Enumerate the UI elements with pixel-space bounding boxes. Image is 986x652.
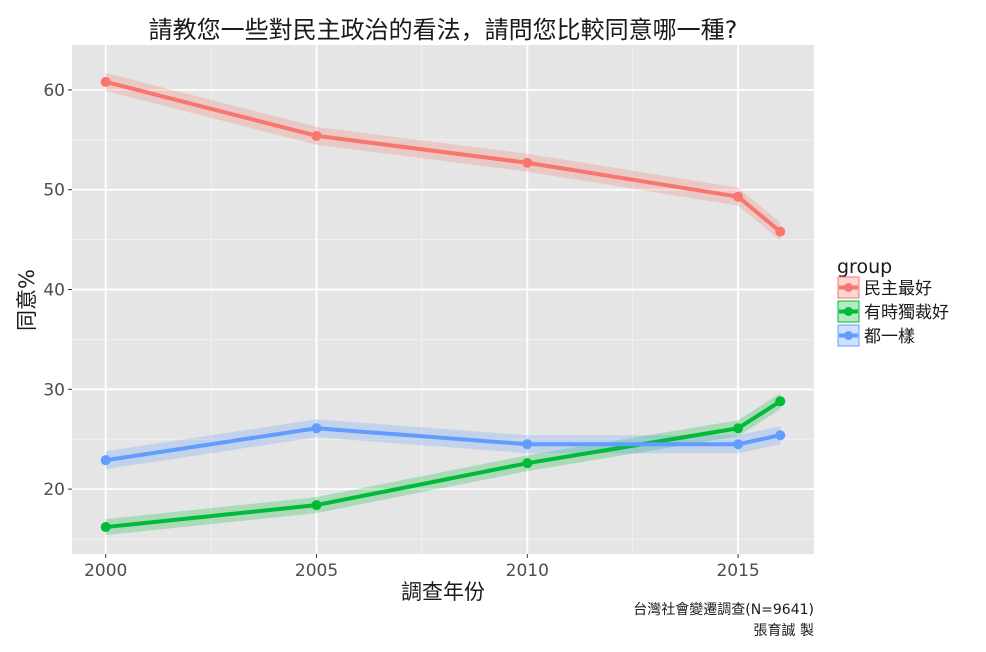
data-point (775, 430, 786, 441)
chart-title: 請教您一些對民主政治的看法，請問您比較同意哪一種? (149, 16, 738, 44)
legend-label: 有時獨裁好 (864, 303, 949, 323)
legend-key-point (844, 331, 853, 340)
legend-label: 民主最好 (864, 279, 932, 299)
data-point (775, 226, 786, 237)
legend-key-point (844, 307, 853, 316)
data-point (733, 439, 744, 450)
data-point (100, 76, 111, 87)
y-tick-label: 60 (43, 81, 65, 101)
y-axis-title: 同意% (15, 269, 39, 331)
y-tick-label: 50 (43, 181, 65, 201)
data-point (733, 191, 744, 202)
legend-key-point (844, 283, 853, 292)
y-axis-ticks: 20 30 40 50 60 (43, 81, 72, 500)
data-point (100, 455, 111, 466)
caption-source: 台灣社會變遷調查(N=9641) (633, 602, 814, 618)
x-tick-label: 2015 (716, 561, 759, 581)
x-tick-label: 2000 (84, 561, 127, 581)
legend-item: 有時獨裁好 (837, 300, 949, 323)
data-point (733, 423, 744, 434)
data-point (522, 157, 533, 168)
series-points (100, 76, 786, 533)
legend-label: 都一樣 (864, 327, 915, 347)
confidence-band (105, 72, 781, 241)
data-point (311, 500, 322, 511)
x-axis-title: 調查年份 (401, 580, 485, 604)
x-tick-label: 2005 (295, 561, 338, 581)
confidence-band (105, 419, 781, 470)
legend-item: 都一樣 (837, 324, 915, 347)
x-tick-label: 2010 (506, 561, 549, 581)
y-tick-label: 30 (43, 380, 65, 400)
caption-author: 張育誠 製 (754, 623, 814, 639)
legend-item: 民主最好 (837, 276, 932, 299)
data-point (522, 458, 533, 469)
y-tick-label: 40 (43, 281, 65, 301)
plot-panel (72, 45, 814, 554)
data-point (311, 423, 322, 434)
panel-background (72, 45, 814, 554)
x-axis-ticks: 2000 2005 2010 2015 (84, 554, 760, 581)
data-point (311, 130, 322, 141)
legend-title: group (837, 256, 892, 278)
major-gridlines (72, 45, 814, 554)
data-point (100, 522, 111, 533)
data-point (522, 439, 533, 450)
y-tick-label: 20 (43, 480, 65, 500)
data-point (775, 396, 786, 407)
